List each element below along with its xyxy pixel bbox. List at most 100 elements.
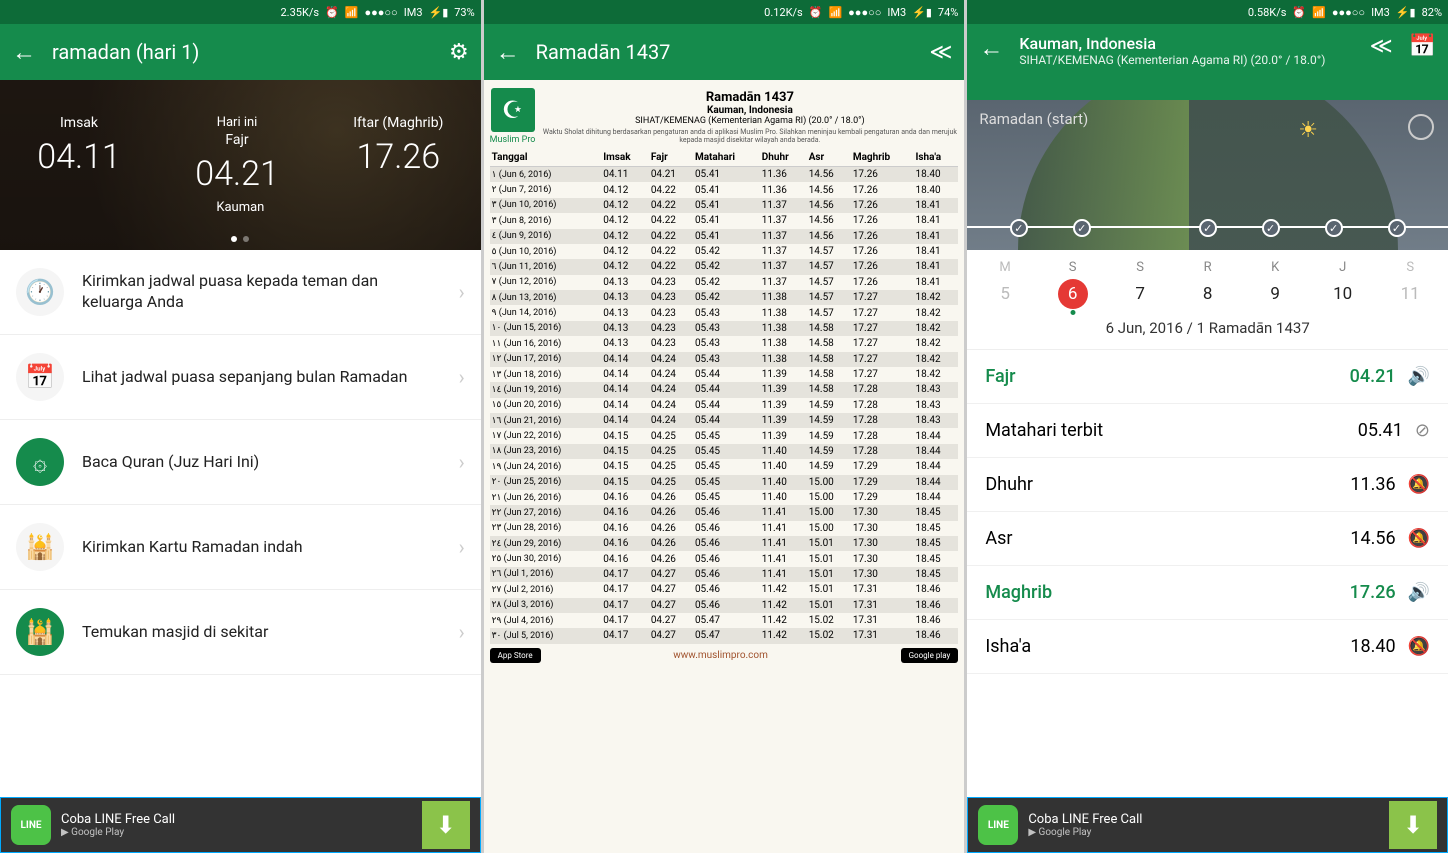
notif-icon[interactable]: ⊘: [1415, 420, 1430, 441]
ad-title: Coba LINE Free Call: [1028, 812, 1379, 827]
notif-icon[interactable]: 🔕: [1408, 474, 1430, 495]
mosque-icon: 🕌: [16, 608, 64, 656]
hero-banner[interactable]: Imsak 04.11 Hari ini Fajr 04.21 Iftar (M…: [0, 80, 481, 250]
prayer-row[interactable]: Asr14.56🔕: [967, 512, 1448, 566]
prayer-row[interactable]: Dhuhr11.36 🔕: [967, 458, 1448, 512]
quran-icon: ۞: [16, 438, 64, 486]
table-row: ٢٣ (Jun 28, 2016)04.1604.2605.4611.4115.…: [490, 521, 959, 536]
app-bar: ← Ramadān 1437 ≪: [484, 24, 965, 80]
hero-fajr: Hari ini Fajr 04.21: [195, 115, 279, 194]
notif-icon[interactable]: 🔕: [1408, 636, 1430, 657]
net-speed: 0.12K/s: [764, 6, 803, 19]
carrier: IM3: [404, 6, 423, 19]
week-day[interactable]: M5: [990, 260, 1020, 309]
table-row: ٢٤ (Jun 29, 2016)04.1604.2605.4611.4115.…: [490, 536, 959, 551]
back-button[interactable]: ←: [496, 38, 520, 67]
battery-pct: 74%: [938, 6, 958, 19]
net-speed: 2.35K/s: [281, 6, 320, 19]
calendar-icon[interactable]: 📅: [1409, 34, 1436, 59]
chevron-icon: ›: [459, 535, 465, 559]
table-row: ٢٨ (Jul 3, 2016)04.1704.2705.4611.4215.0…: [490, 598, 959, 613]
schedule-table: TanggalImsakFajrMatahariDhuhrAsrMaghribI…: [490, 149, 959, 644]
signal-icon: ●●●○○: [848, 6, 881, 19]
download-icon[interactable]: ⬇: [1389, 801, 1437, 849]
week-day[interactable]: S7: [1125, 260, 1155, 309]
table-row: ٢٦ (Jul 1, 2016)04.1704.2705.4611.4115.0…: [490, 567, 959, 582]
page-dots: [231, 236, 249, 242]
sun-icon: ☀: [1298, 118, 1318, 143]
website-url: www.muslimpro.com: [673, 650, 768, 661]
prayer-row[interactable]: Maghrib17.26 🔊: [967, 566, 1448, 620]
notif-icon[interactable]: 🔊: [1408, 366, 1430, 387]
back-button[interactable]: ←: [12, 38, 36, 67]
signal-icon: ●●●○○: [1332, 6, 1365, 19]
card-icon: 🕌: [16, 523, 64, 571]
menu-list: 🕐 Kirimkan jadwal puasa kepada teman dan…: [0, 250, 481, 797]
item-send-card[interactable]: 🕌 Kirimkan Kartu Ramadan indah ›: [0, 505, 481, 590]
phone-2-schedule: 0.12K/s ⏰ 📶 ●●●○○ IM3 ⚡▮ 74% ← Ramadān 1…: [484, 0, 965, 853]
item-read-quran[interactable]: ۞ Baca Quran (Juz Hari Ini) ›: [0, 420, 481, 505]
signal-icon: ●●●○○: [364, 6, 397, 19]
clock-icon: 🕐: [16, 268, 64, 316]
table-row: ١٢ (Jun 17, 2016)04.1404.2405.4311.3814.…: [490, 352, 959, 367]
net-speed: 0.58K/s: [1248, 6, 1287, 19]
title-block: Kauman, Indonesia SIHAT/KEMENAG (Kemente…: [1019, 34, 1353, 67]
chevron-icon: ›: [459, 450, 465, 474]
ad-banner[interactable]: LINE Coba LINE Free Call ▶ Google Play ⬇: [0, 797, 481, 853]
appstore-badge[interactable]: App Store: [490, 648, 541, 663]
col-header: Isha'a: [913, 149, 958, 167]
prayer-row[interactable]: Isha'a18.40🔕: [967, 620, 1448, 674]
table-row: ٣٠ (Jul 5, 2016)04.1704.2705.4711.4215.0…: [490, 628, 959, 643]
week-day[interactable]: J10: [1328, 260, 1358, 309]
table-row: ٣ (Jun 10, 2016)04.1204.2205.4111.3714.5…: [490, 198, 959, 213]
page-title: Ramadān 1437: [536, 40, 914, 64]
table-row: ١٣ (Jun 18, 2016)04.1404.2405.4411.3914.…: [490, 367, 959, 382]
wifi-icon: 📶: [345, 6, 359, 19]
prayer-rows: Fajr04.21🔊Matahari terbit05.41⊘Dhuhr11.3…: [967, 350, 1448, 797]
week-day[interactable]: S6: [1058, 260, 1088, 309]
table-row: ٢٠ (Jun 25, 2016)04.1504.2505.4511.4015.…: [490, 475, 959, 490]
alarm-icon: ⏰: [809, 6, 823, 19]
notif-icon[interactable]: 🔕: [1408, 528, 1430, 549]
notif-icon[interactable]: 🔊: [1408, 582, 1430, 603]
back-button[interactable]: ←: [979, 34, 1003, 63]
prayer-row[interactable]: Matahari terbit05.41⊘: [967, 404, 1448, 458]
week-day[interactable]: K9: [1260, 260, 1290, 309]
alarm-icon: ⏰: [1292, 6, 1306, 19]
schedule-content: Muslim Pro Ramadān 1437 Kauman, Indonesi…: [484, 80, 965, 853]
prayer-row[interactable]: Fajr04.21🔊: [967, 350, 1448, 404]
col-header: Dhuhr: [760, 149, 807, 167]
table-row: ١٠ (Jun 15, 2016)04.1304.2305.4311.3814.…: [490, 321, 959, 336]
col-header: Tanggal: [490, 149, 602, 167]
item-find-mosque[interactable]: 🕌 Temukan masjid di sekitar ›: [0, 590, 481, 675]
battery-pct: 82%: [1422, 6, 1442, 19]
hero-location: Kauman: [216, 200, 264, 215]
chevron-icon: ›: [459, 365, 465, 389]
ad-banner[interactable]: LINE Coba LINE Free Call ▶ Google Play ⬇: [967, 797, 1448, 853]
share-icon[interactable]: ≪: [929, 40, 952, 65]
table-row: ١٥ (Jun 20, 2016)04.1404.2405.4411.3914.…: [490, 398, 959, 413]
ad-sub: ▶ Google Play: [61, 827, 412, 838]
playstore-badge[interactable]: Google play: [901, 648, 959, 663]
table-row: ٢٧ (Jul 2, 2016)04.1704.2705.4611.4215.0…: [490, 582, 959, 597]
prayer-name: Maghrib: [985, 582, 1349, 603]
prayer-time: 11.36: [1350, 474, 1395, 495]
col-header: Imsak: [601, 149, 649, 167]
prayer-name: Dhuhr: [985, 474, 1350, 495]
settings-icon[interactable]: ⚙: [449, 40, 469, 65]
carrier: IM3: [887, 6, 906, 19]
share-icon[interactable]: ≪: [1370, 34, 1393, 59]
prayer-time: 17.26: [1350, 582, 1396, 603]
table-row: ١٧ (Jun 22, 2016)04.1504.2505.4511.3914.…: [490, 428, 959, 443]
battery-pct: 73%: [454, 6, 474, 19]
phone-3-prayer-times: 0.58K/s ⏰ 📶 ●●●○○ IM3 ⚡▮ 82% ← Kauman, I…: [967, 0, 1448, 853]
status-bar: 2.35K/s ⏰ 📶 ●●●○○ IM3 ⚡▮ 73%: [0, 0, 481, 24]
week-day[interactable]: S11: [1395, 260, 1425, 309]
table-row: ١ (Jun 6, 2016)04.1104.2105.4111.3614.56…: [490, 167, 959, 183]
download-icon[interactable]: ⬇: [422, 801, 470, 849]
date-line: 6 Jun, 2016 / 1 Ramadān 1437: [967, 313, 1448, 350]
week-day[interactable]: R8: [1193, 260, 1223, 309]
item-view-schedule[interactable]: 📅 Lihat jadwal puasa sepanjang bulan Ram…: [0, 335, 481, 420]
item-share-schedule[interactable]: 🕐 Kirimkan jadwal puasa kepada teman dan…: [0, 250, 481, 335]
prayer-time: 18.40: [1350, 636, 1395, 657]
